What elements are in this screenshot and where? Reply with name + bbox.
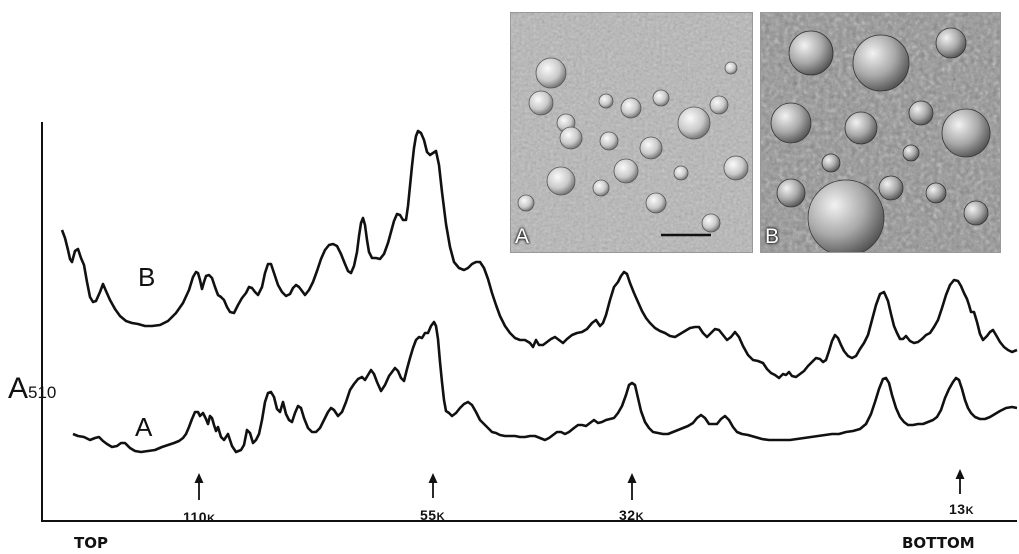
marker-arrow-110k [194, 473, 204, 500]
y-axis-label: A510 [8, 372, 56, 406]
marker-label-13k: 13K [949, 501, 974, 517]
marker-unit: K [207, 513, 216, 525]
trace-b-line [60, 129, 1018, 380]
marker-label-55k: 55K [420, 507, 445, 523]
x-axis-end-label-bottom: BOTTOM [902, 534, 975, 552]
micrograph-a-image [511, 13, 752, 252]
marker-value: 55 [420, 507, 437, 523]
x-axis-end-label-top: TOP [74, 534, 108, 552]
trace-a-line [72, 320, 1018, 454]
marker-arrow-55k [428, 473, 438, 498]
axes [41, 122, 1017, 522]
micrograph-b-image [761, 13, 1000, 252]
micrograph-b: B [760, 12, 1001, 253]
marker-value: 13 [949, 501, 966, 517]
y-axis-label-subscript: 510 [28, 383, 57, 402]
marker-label-32k: 32K [619, 507, 644, 523]
y-axis-label-main: A [8, 372, 29, 405]
micrograph-a-label: A [515, 225, 530, 248]
marker-label-110k: 110K [183, 509, 216, 525]
marker-unit: K [965, 505, 975, 517]
trace-b-label: B [138, 262, 156, 292]
marker-value: 32 [619, 507, 636, 523]
trace-a-label: A [135, 412, 153, 442]
marker-arrow-13k [955, 469, 965, 494]
micrograph-b-label: B [765, 225, 780, 248]
micrograph-a: A [510, 12, 753, 253]
marker-unit: K [436, 511, 446, 523]
marker-unit: K [635, 511, 645, 523]
marker-arrow-32k [627, 473, 637, 500]
marker-arrows [194, 469, 965, 500]
marker-value: 110 [183, 509, 208, 525]
